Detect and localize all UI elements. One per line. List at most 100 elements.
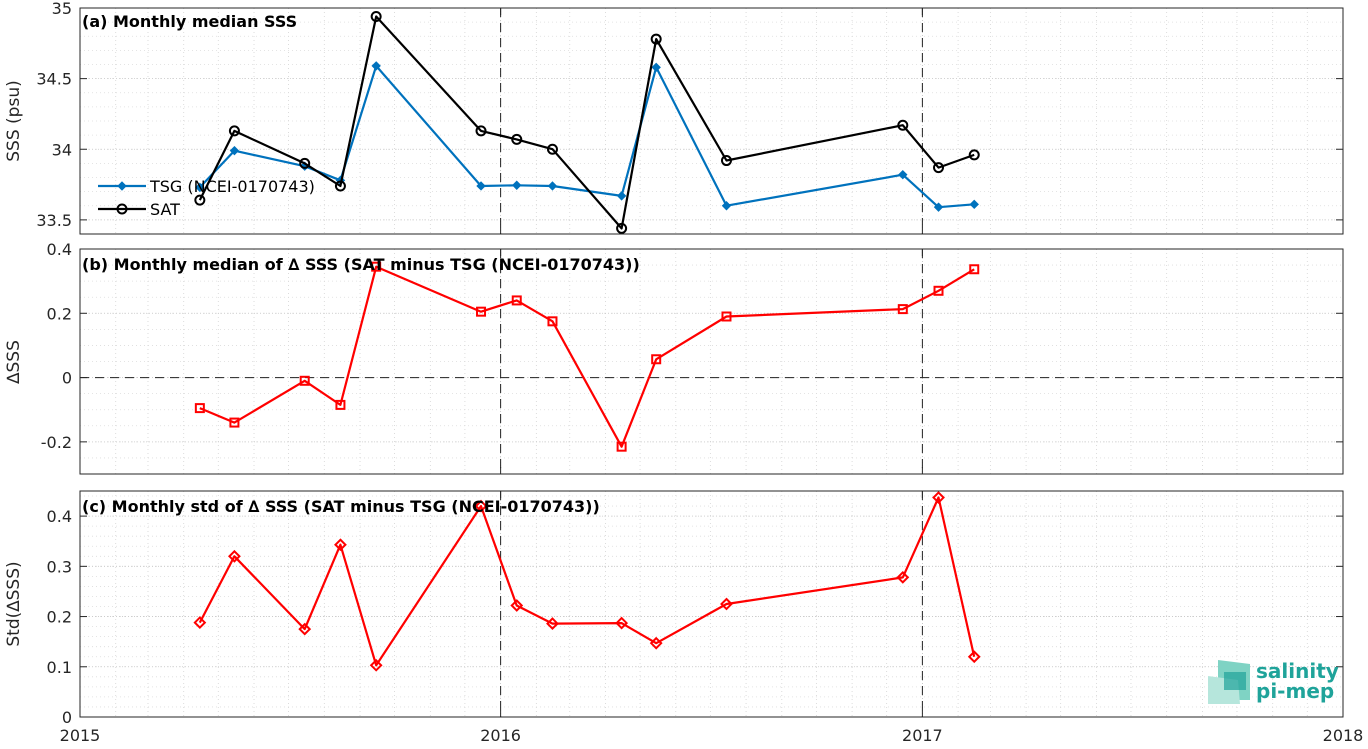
xtick-label-2018: 2018 [1323, 726, 1364, 745]
reference-lines [80, 8, 1343, 717]
panel-a-series-1-point-4 [370, 10, 382, 22]
panel-a-series-0-point-12 [933, 202, 944, 212]
panel-c-ytick-label: 0.1 [47, 658, 72, 677]
panel-a-series-0-point-7 [547, 181, 558, 191]
xtick-label-2017: 2017 [902, 726, 943, 745]
logo-line1: salinity [1256, 659, 1339, 683]
panel-b-series-0-point-9 [651, 354, 662, 365]
panel-a-series-0-point-0 [195, 182, 205, 193]
panel-c-series-0-point-13 [967, 650, 981, 664]
panel-c-series-0-point-11 [896, 570, 910, 584]
panel-b-ytick-label: -0.2 [41, 433, 72, 452]
legend-tsg-label: TSG (NCEI-0170743) [149, 177, 315, 196]
panel-c-series-0-point-3 [334, 538, 347, 552]
panel-a-series-1-point-9 [650, 33, 662, 45]
legend: TSG (NCEI-0170743) SAT [98, 177, 315, 219]
panel-b-series-0-point-3 [335, 399, 346, 410]
panel-a-series-0-point-9 [651, 62, 661, 73]
panel-c-series-0-point-12 [932, 491, 945, 504]
axes-frame [79, 7, 1344, 718]
xtick-label-2015: 2015 [60, 726, 101, 745]
panel-a-series-1-point-1 [228, 125, 240, 137]
panel-b-ytick-label: 0 [62, 369, 72, 388]
panel-a-ytick-label: 35 [52, 0, 72, 18]
panel-c-series-0-point-6 [510, 599, 524, 612]
panel-a-series-1-point-5 [475, 125, 487, 137]
panel-b-series-0-point-5 [476, 306, 487, 317]
panel-c-ylabel: Std(∆SSS) [4, 561, 24, 646]
panel-b-series-0-point-4 [371, 261, 382, 272]
panel-b-series-0-point-13 [969, 264, 980, 275]
panel-a-title: (a) Monthly median SSS [82, 12, 297, 31]
panel-a-frame [79, 7, 1344, 235]
panel-c-series-0-point-2 [298, 622, 312, 636]
panel-c-series-0-point-10 [720, 597, 733, 611]
salinity-pi-mep-logo: salinity pi-mep [1208, 659, 1339, 704]
legend-tsg-marker [117, 181, 127, 191]
panel-b-series-0-point-0 [194, 403, 205, 414]
panel-a-ytick-label: 33.5 [36, 211, 72, 230]
panel-a-series-0-point-11 [898, 169, 908, 180]
panel-a-series-0-point-5 [476, 181, 486, 191]
panel-c-ytick-label: 0 [62, 708, 72, 727]
panel-a-series-1-point-11 [897, 119, 909, 131]
xtick-label-2016: 2016 [480, 726, 521, 745]
panel-b-ytick-label: 0.2 [47, 304, 72, 323]
panel-a-ylabel: SSS (psu) [4, 80, 24, 161]
panel-c-series-0-line [198, 496, 976, 667]
panel-c-ytick-label: 0.2 [47, 608, 72, 627]
panel-a-series-1-point-10 [720, 155, 732, 167]
series-layer [193, 10, 981, 672]
panel-a-ytick-label: 34.5 [36, 70, 72, 89]
panel-a-series-1-point-12 [933, 162, 945, 174]
panel-a-series-1-point-8 [616, 222, 628, 234]
panel-c-series-0-point-9 [649, 636, 663, 650]
panel-a-series-1-point-13 [968, 149, 980, 161]
panel-b-series-0-point-6 [511, 295, 522, 306]
panel-c-series-0-point-8 [615, 616, 629, 630]
panel-c-series-0-point-7 [546, 617, 559, 631]
panel-a-series-1-line [198, 15, 975, 230]
panel-b-series-0-point-8 [616, 441, 627, 452]
logo-line2: pi-mep [1256, 679, 1334, 703]
panel-a-series-0-point-6 [512, 180, 522, 190]
panel-a-series-0-line [198, 64, 975, 209]
panel-c-title: (c) Monthly std of ∆ SSS (SAT minus TSG … [82, 497, 600, 516]
panel-b-series-0-point-11 [897, 304, 908, 315]
legend-sat-label: SAT [150, 200, 180, 219]
panel-b-frame [79, 248, 1344, 475]
panel-b-ytick-label: 0.4 [47, 240, 72, 259]
panel-b-title: (b) Monthly median of ∆ SSS (SAT minus T… [82, 255, 640, 274]
panel-b-series-0-line [199, 265, 975, 448]
panel-b-series-0-point-7 [547, 316, 558, 327]
panel-b-series-0-point-10 [721, 311, 732, 322]
axis-text: 33.5 34 34.5 35 -0.2 0 0.2 0.4 0 0.1 0.2 0.3 0.4 2015… [36, 0, 1363, 745]
panel-c-ytick-label: 0.4 [47, 507, 72, 526]
panel-c-series-0-point-4 [369, 658, 383, 672]
panel-c-series-0-point-1 [228, 549, 241, 563]
panel-a-series-0-point-8 [616, 191, 627, 201]
panel-a-series-1-point-3 [334, 180, 346, 192]
panel-a-series-1-point-6 [511, 133, 523, 145]
panel-b-series-0-point-1 [229, 417, 240, 428]
legend-sat-marker [116, 203, 128, 215]
panel-b-ylabel: ∆SSS [4, 340, 24, 385]
panel-b-series-0-point-2 [299, 375, 310, 386]
logo-wave-shape-3 [1224, 672, 1246, 690]
panel-c-series-0-point-5 [474, 499, 488, 513]
panel-a-series-0-point-10 [721, 201, 732, 211]
panel-a-series-0-point-4 [371, 61, 381, 71]
panel-a-series-0-point-1 [229, 145, 240, 156]
panel-c-series-0-point-0 [193, 616, 207, 629]
panel-a-ytick-label: 34 [52, 140, 72, 159]
panel-a-series-1-point-0 [194, 194, 206, 206]
panel-a-series-1-point-2 [299, 157, 311, 169]
panel-a-series-0-point-13 [969, 199, 979, 210]
panel-c-ytick-label: 0.3 [47, 557, 72, 576]
grid-layer [79, 7, 1344, 718]
panel-a-series-1-point-7 [546, 143, 558, 155]
panel-c-frame [79, 490, 1344, 718]
panel-b-series-0-point-12 [933, 285, 944, 296]
